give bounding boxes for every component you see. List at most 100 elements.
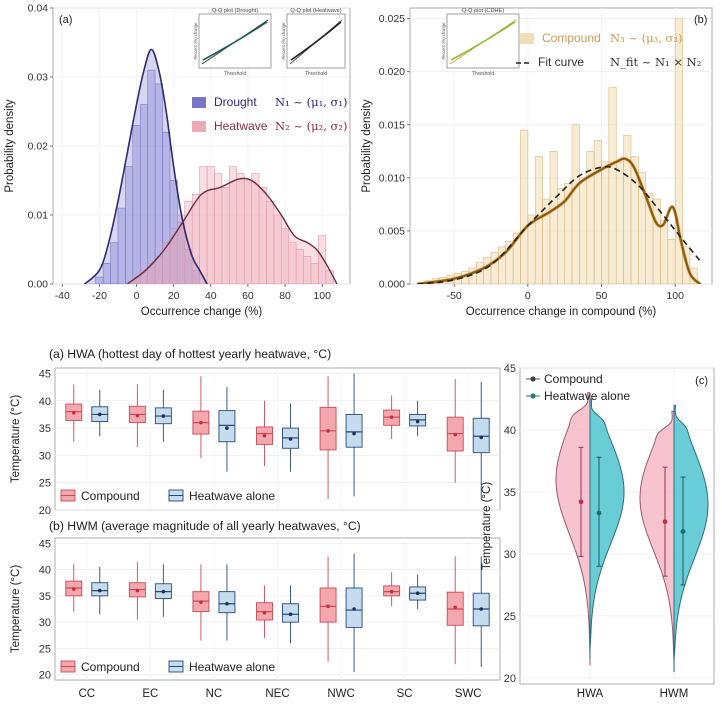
violin-half-heatwave-alone — [673, 404, 709, 673]
bar-compound — [608, 87, 617, 284]
box-compound — [319, 556, 337, 662]
legend-formula: N₁ ~ (μ₁, σ₁) — [275, 95, 347, 109]
violin-mean-dot — [662, 519, 668, 525]
y-tick-label: 30 — [39, 450, 51, 462]
y-tick-label: 20 — [39, 505, 51, 517]
box-mean-dot — [453, 605, 458, 610]
inset-xlabel: Threshold — [472, 71, 494, 77]
box-mean-dot — [288, 437, 293, 441]
box-compound — [256, 585, 273, 638]
qq-inset: Q-Q plot (Drought) Threshold Percent (%) c… — [193, 8, 272, 77]
box-mean-dot — [135, 588, 140, 593]
y-tick-label: 0.000 — [379, 279, 405, 291]
y-tick-label: 25 — [504, 611, 516, 623]
box-mean-dot — [97, 412, 102, 417]
y-tick-label: 30 — [504, 549, 516, 561]
box-compound — [128, 561, 146, 620]
bar-compound — [660, 220, 669, 284]
inset-title: Q-Q plot (Drought) — [212, 8, 258, 14]
boxplot-title: (a) HWA (hottest day of hottest yearly h… — [49, 347, 331, 361]
bar-compound — [520, 129, 529, 284]
legend-label: Heatwave alone — [189, 660, 275, 674]
box-mean-dot — [262, 610, 267, 615]
density-curve-fit-curve — [417, 165, 703, 284]
box-heatwave-alone — [218, 564, 236, 641]
legend-label: Heatwave alone — [189, 489, 275, 503]
violin-panel: 20 25 30 35 40 45 Temperature (°C) (c) HWA HWM Com… — [481, 363, 715, 700]
x-tick-label: 80 — [279, 290, 291, 302]
inset-frame — [198, 13, 272, 69]
y-tick-label: 35 — [39, 591, 51, 603]
y-tick-label: 40 — [504, 425, 516, 437]
bar-compound — [601, 161, 610, 284]
x-tick-label: 0 — [525, 290, 531, 302]
x-tick-label: 40 — [205, 290, 217, 302]
bar-compound — [667, 239, 676, 284]
x-category-label: NEC — [265, 688, 289, 700]
box-heatwave-alone — [282, 403, 299, 472]
y-tick-label: 0.03 — [28, 72, 49, 84]
legend-swatch — [520, 33, 534, 44]
box-compound — [383, 395, 401, 439]
bar-compound — [652, 198, 661, 284]
bar-compound — [490, 251, 499, 284]
y-tick-label: 35 — [504, 487, 516, 499]
box-mean-dot — [97, 588, 102, 593]
x-category-label: SWC — [455, 688, 482, 700]
y-tick-label: 45 — [39, 538, 51, 550]
x-category-label: NC — [206, 688, 223, 700]
y-tick-label: 40 — [39, 396, 51, 408]
y-tick-label: 0.04 — [28, 3, 49, 15]
box-heatwave-alone — [91, 389, 109, 437]
density-area-heatwave — [127, 178, 337, 284]
box-mean-dot — [453, 432, 458, 437]
box-mean-dot — [71, 587, 76, 591]
x-tick-label: 100 — [313, 290, 331, 302]
inset-xlabel: Threshold — [224, 71, 246, 77]
bar-compound — [674, 18, 683, 284]
bar-compound — [579, 177, 588, 284]
legend-item-heatwave-alone: Heatwave alone — [168, 489, 275, 503]
y-tick-label: 40 — [39, 565, 51, 577]
x-category-label: SC — [397, 688, 413, 700]
box-compound — [383, 572, 401, 607]
legend-item-heatwave-alone: Heatwave alone — [526, 389, 630, 403]
qq-inset: Q-Q plot (CDHE) Threshold Percent (%) chan… — [441, 8, 520, 77]
violin-mean-dot — [596, 510, 602, 516]
box-mean-dot — [71, 410, 76, 415]
box-compound — [256, 400, 273, 467]
box-compound — [192, 564, 210, 641]
legend-item-heatwave-alone: Heatwave alone — [168, 660, 275, 674]
box-mean-dot — [415, 591, 420, 596]
density-curve-drought — [84, 48, 208, 284]
legend-item-drought: Drought N₁ ~ (μ₁, σ₁) — [192, 95, 347, 109]
box-compound — [446, 378, 464, 483]
x-tick-label: -50 — [447, 290, 462, 302]
x-tick-label: 20 — [168, 290, 180, 302]
legend-label: Fit curve — [538, 55, 584, 69]
x-tick-label: -40 — [55, 290, 70, 302]
legend-swatch — [192, 121, 206, 132]
box-heatwave-alone — [345, 373, 363, 497]
legend-formula: N₂ ~ (μ₂, σ₂) — [275, 119, 347, 133]
legend-item-compound: Compound — [60, 660, 140, 674]
box-heatwave-alone — [472, 556, 490, 667]
legend-swatch-dot — [530, 376, 536, 382]
box-compound — [65, 564, 83, 612]
inset-qq-curve — [450, 21, 516, 61]
legend-label: Compound — [81, 489, 140, 503]
y-tick-label: 0.02 — [28, 141, 49, 153]
y-tick-label: 25 — [39, 643, 51, 655]
boxplot-panel-hwm: (b) HWM (average magnitude of all yearly… — [10, 519, 501, 700]
box-body — [472, 417, 490, 454]
inset-frame — [446, 13, 520, 69]
y-tick-label: 0.010 — [379, 172, 405, 184]
x-category-label: NWC — [327, 688, 354, 700]
y-tick-label: 35 — [39, 423, 51, 435]
legend-swatch-dot — [530, 393, 536, 399]
box-heatwave-alone — [154, 389, 172, 442]
x-tick-label: 60 — [242, 290, 254, 302]
box-mean-dot — [288, 612, 293, 617]
bar-compound — [615, 161, 624, 284]
box-heatwave-alone — [409, 574, 427, 609]
